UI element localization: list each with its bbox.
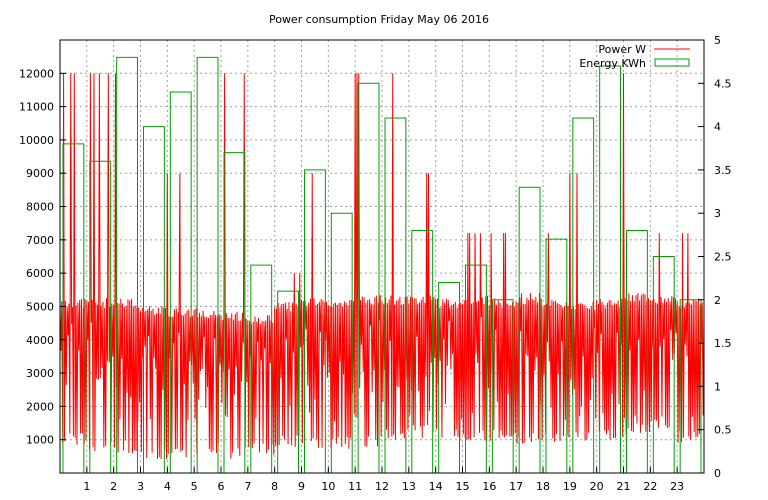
x-tick-label: 22 — [643, 480, 657, 493]
y2-tick-label: 3.5 — [714, 164, 732, 177]
y-tick-label: 5000 — [26, 300, 54, 313]
energy-bar — [223, 152, 246, 473]
energy-bar — [277, 290, 299, 473]
x-tick-label: 2 — [110, 480, 117, 493]
energy-bar — [599, 65, 621, 473]
y-tick-label: 11000 — [19, 101, 54, 114]
x-tick-label: 11 — [348, 480, 362, 493]
energy-bar — [357, 82, 380, 473]
legend: Power W Energy KWh — [579, 43, 690, 70]
x-tick-label: 16 — [482, 480, 496, 493]
energy-bar — [196, 56, 219, 473]
energy-bar — [89, 160, 112, 473]
x-tick-label: 12 — [375, 480, 389, 493]
x-tick-label: 7 — [244, 480, 251, 493]
y2-tick-label: 4.5 — [714, 77, 732, 90]
y2-tick-label: 1.5 — [714, 337, 732, 350]
x-tick-label: 10 — [321, 480, 335, 493]
energy-bar — [384, 117, 407, 473]
y2-tick-label: 4 — [714, 121, 721, 134]
y2-tick-label: 3 — [714, 207, 721, 220]
energy-bar — [545, 238, 568, 473]
y-tick-label: 12000 — [19, 67, 54, 80]
x-tick-label: 6 — [218, 480, 225, 493]
y-tick-label: 10000 — [19, 134, 54, 147]
x-tick-label: 15 — [456, 480, 470, 493]
legend-label-power: Power W — [598, 43, 646, 56]
power-line — [59, 73, 705, 459]
y-tick-label: 3000 — [26, 367, 54, 380]
x-tick-label: 1 — [83, 480, 90, 493]
y-tick-label: 8000 — [26, 201, 54, 214]
energy-bar — [465, 264, 487, 473]
x-tick-label: 17 — [509, 480, 523, 493]
x-tick-label: 9 — [298, 480, 305, 493]
energy-bar — [143, 126, 165, 473]
y2-tick-label: 1 — [714, 380, 721, 393]
power-series — [59, 73, 705, 459]
y2-tick-label: 2.5 — [714, 251, 732, 264]
grid-lines — [60, 40, 704, 473]
x-tick-label: 14 — [429, 480, 443, 493]
y2-tick-label: 2 — [714, 294, 721, 307]
y2-tick-label: 0 — [714, 467, 721, 480]
energy-series — [62, 56, 702, 473]
energy-bar — [518, 186, 541, 473]
energy-bar — [304, 169, 326, 473]
legend-label-energy: Energy KWh — [579, 57, 646, 70]
x-tick-label: 4 — [164, 480, 171, 493]
energy-bar — [250, 264, 273, 473]
energy-bar — [411, 230, 434, 473]
x-tick-label: 13 — [402, 480, 416, 493]
energy-bar — [438, 281, 460, 473]
x-tick-label: 21 — [617, 480, 631, 493]
y2-tick-label: 0.5 — [714, 424, 732, 437]
energy-bar — [330, 212, 353, 473]
y2-tick-label: 5 — [714, 34, 721, 47]
energy-bar — [169, 91, 192, 473]
energy-bar — [62, 143, 85, 473]
y-tick-label: 2000 — [26, 400, 54, 413]
x-tick-label: 19 — [563, 480, 577, 493]
chart-title: Power consumption Friday May 06 2016 — [269, 13, 489, 26]
y-tick-label: 9000 — [26, 167, 54, 180]
x-tick-label: 23 — [670, 480, 684, 493]
energy-bar — [652, 256, 675, 473]
energy-bar — [116, 56, 138, 473]
x-tick-label: 18 — [536, 480, 550, 493]
x-tick-label: 8 — [271, 480, 278, 493]
axes: 1000200030004000500060007000800090001000… — [19, 34, 732, 493]
legend-swatch-energy — [654, 58, 690, 67]
y-tick-label: 1000 — [26, 434, 54, 447]
x-tick-label: 20 — [590, 480, 604, 493]
energy-bar — [491, 299, 514, 473]
energy-bar — [572, 117, 595, 473]
y-tick-label: 6000 — [26, 267, 54, 280]
x-tick-label: 3 — [137, 480, 144, 493]
y-tick-label: 7000 — [26, 234, 54, 247]
x-tick-label: 5 — [191, 480, 198, 493]
y-tick-label: 4000 — [26, 334, 54, 347]
energy-bar — [626, 230, 648, 473]
